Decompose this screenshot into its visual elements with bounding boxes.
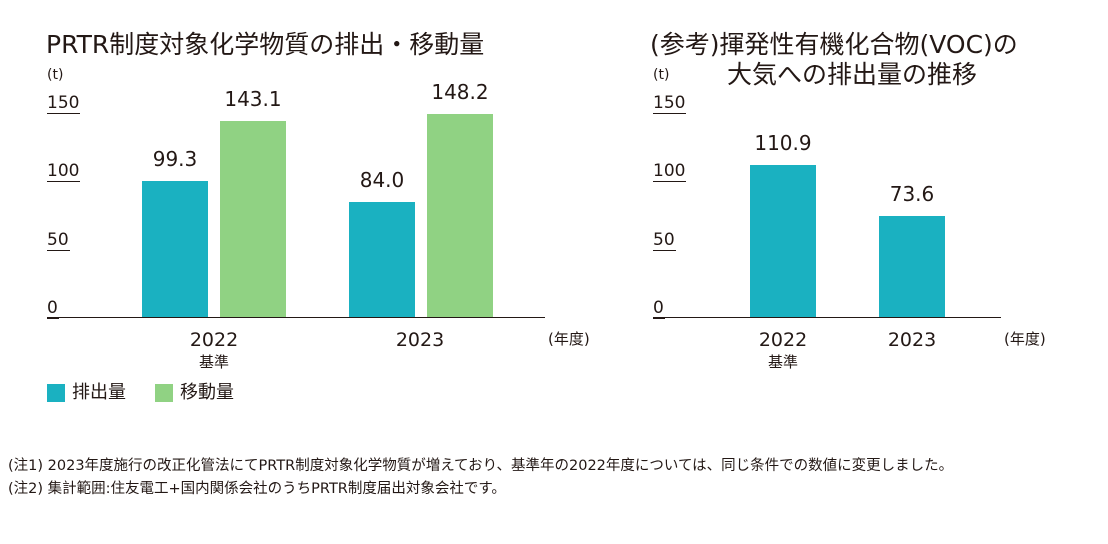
chart2-x-tick-2022: 2022 (758, 329, 808, 351)
chart2-x-sublabel-2022: 基準 (767, 353, 798, 371)
chart1-bar-2023-emission (349, 202, 415, 317)
chart2-y-tick-100: 100 (653, 161, 687, 182)
chart1-label-2022-transfer: 143.1 (224, 87, 282, 112)
chart2-y-unit: (t) (653, 67, 670, 83)
chart2-label-2022-voc: 110.9 (754, 131, 812, 156)
chart2-y-tick-150: 150 (653, 93, 687, 114)
chart1-y-tick-100: 100 (47, 161, 81, 182)
chart1-baseline (47, 317, 545, 318)
note-1: (注1) 2023年度施行の改正化管法にてPRTR制度対象化学物質が増えており、… (8, 458, 954, 474)
chart2-title-line1: (参考)揮発性有機化合物(VOC)の (650, 30, 1018, 59)
chart2-baseline (653, 317, 1001, 318)
legend-label-transfer: 移動量 (180, 382, 234, 403)
chart1-bar-2022-emission (142, 181, 208, 317)
chart1-label-2022-emission: 99.3 (152, 147, 198, 172)
chart2-title-line2: 大気への排出量の推移 (727, 60, 978, 89)
chart1-bar-2023-transfer (427, 114, 493, 317)
chart2-bar-2022-voc (750, 165, 816, 317)
chart1-x-unit: (年度) (548, 330, 590, 348)
legend-swatch-transfer (155, 384, 173, 402)
chart1-label-2023-transfer: 148.2 (431, 80, 489, 105)
chart2-x-unit: (年度) (1004, 330, 1046, 348)
chart1-y-tick-50: 50 (47, 230, 70, 251)
chart1-x-sublabel-2022: 基準 (198, 353, 229, 371)
legend-swatch-emission (47, 384, 65, 402)
chart1-y-tick-150: 150 (47, 93, 81, 114)
legend-label-emission: 排出量 (72, 382, 126, 403)
note-2: (注2) 集計範囲:住友電工+国内関係会社のうちPRTR制度届出対象会社です。 (8, 481, 506, 497)
chart1-x-tick-2022: 2022 (189, 329, 239, 351)
chart1-title: PRTR制度対象化学物質の排出・移動量 (46, 30, 485, 59)
chart1-y-tick-0: 0 (47, 298, 59, 319)
chart1-bar-2022-transfer (220, 121, 286, 317)
chart2-bar-2023-voc (879, 216, 945, 317)
chart2-x-tick-2023: 2023 (887, 329, 937, 351)
chart2-y-tick-0: 0 (653, 298, 665, 319)
chart1-x-tick-2023: 2023 (395, 329, 445, 351)
chart2-label-2023-voc: 73.6 (889, 182, 935, 207)
chart2-y-tick-50: 50 (653, 230, 676, 251)
chart1-y-unit: (t) (47, 67, 64, 83)
chart1-label-2023-emission: 84.0 (359, 168, 405, 193)
